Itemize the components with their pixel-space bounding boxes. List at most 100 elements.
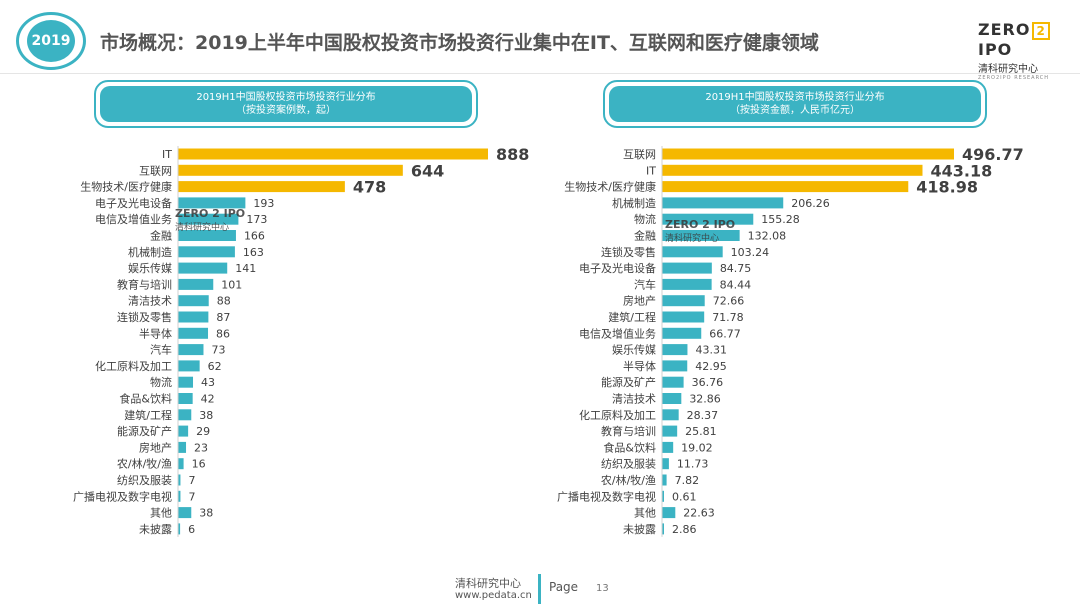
right-bar (662, 181, 909, 193)
left-bar (178, 393, 193, 404)
right-category-label: IT (646, 164, 656, 177)
right-bar (662, 164, 923, 176)
logo-right: IPO (978, 40, 1013, 59)
right-chart-title-box: 2019H1中国股权投资市场投资行业分布 （按投资金额，人民币亿元） (603, 80, 987, 128)
year-badge-label: 2019 (27, 20, 75, 62)
left-category-label: 电子及光电设备 (95, 196, 172, 210)
left-category-label: 物流 (150, 375, 172, 389)
right-bar (662, 376, 684, 388)
right-value-label: 206.26 (791, 197, 830, 210)
right-value-label: 132.08 (748, 230, 787, 243)
left-category-label: 机械制造 (128, 245, 172, 259)
left-bar (178, 148, 488, 160)
left-category-label: 生物技术/医疗健康 (80, 180, 172, 194)
right-bar (662, 393, 682, 404)
left-category-label: 娱乐传媒 (128, 261, 172, 275)
left-value-label: 888 (496, 145, 529, 164)
watermark-left-cn: 清科研究中心 (175, 223, 230, 233)
left-bar (178, 246, 235, 258)
right-category-label: 食品&饮料 (603, 440, 656, 454)
left-category-label: 房地产 (139, 440, 172, 454)
left-bar (178, 458, 184, 470)
watermark-right-cn: 清科研究中心 (665, 234, 720, 244)
left-category-label: 农/林/牧/渔 (117, 457, 172, 471)
right-category-label: 房地产 (623, 294, 656, 308)
left-chart-title-inner: 2019H1中国股权投资市场投资行业分布 （按投资案例数，起） (100, 86, 472, 122)
right-value-label: 72.66 (713, 295, 745, 308)
left-value-label: 42 (201, 393, 215, 406)
left-bar (178, 230, 236, 241)
right-bar (662, 278, 712, 290)
left-bar (178, 507, 192, 519)
left-bar (178, 523, 181, 535)
left-value-label: 62 (208, 360, 222, 373)
left-category-label: 广播电视及数字电视 (73, 489, 172, 503)
right-value-label: 2.86 (672, 523, 697, 536)
footer-page-number: 13 (596, 583, 609, 594)
right-value-label: 418.98 (916, 178, 978, 197)
left-value-label: 163 (243, 246, 264, 259)
left-category-label: 互联网 (139, 164, 172, 177)
right-bar (662, 148, 954, 160)
left-value-label: 23 (194, 441, 208, 454)
left-bar (178, 474, 181, 486)
right-value-label: 0.61 (672, 490, 697, 503)
left-value-label: 86 (216, 327, 230, 340)
footer-url[interactable]: www.pedata.cn (455, 590, 532, 601)
right-category-label: 金融 (634, 229, 656, 243)
left-category-label: 未披露 (139, 522, 172, 536)
left-category-label: IT (162, 148, 172, 161)
left-category-label: 半导体 (139, 326, 172, 340)
left-value-label: 29 (196, 425, 210, 438)
left-value-label: 101 (221, 278, 242, 291)
right-category-label: 连锁及零售 (601, 245, 656, 259)
right-bar (662, 213, 754, 225)
right-bar (662, 409, 679, 421)
right-value-label: 103.24 (731, 246, 770, 259)
left-category-label: 金融 (150, 229, 172, 243)
right-category-label: 机械制造 (612, 196, 656, 210)
left-bar (178, 181, 345, 193)
right-category-label: 清洁技术 (612, 393, 656, 406)
left-value-label: 73 (211, 344, 225, 357)
right-value-label: 42.95 (695, 360, 727, 373)
logo-wordmark: ZERO 2 IPO (978, 20, 1064, 59)
right-bar-chart: 互联网 496.77 IT 443.18 生物技术/医疗健康 418.98 机械制造 206.… (557, 145, 1024, 537)
right-category-label: 生物技术/医疗健康 (564, 180, 656, 194)
right-bar (662, 197, 784, 209)
right-bar (662, 344, 688, 356)
right-value-label: 36.76 (692, 376, 724, 389)
watermark-left-main: ZERO 2 IPO (175, 207, 246, 220)
right-category-label: 广播电视及数字电视 (557, 489, 656, 503)
left-bar (178, 409, 192, 421)
right-bar (662, 507, 676, 519)
left-bar-chart: IT 888 互联网 644 生物技术/医疗健康 478 电子及光电设备 193 电信及增值业务… (73, 145, 529, 537)
left-bar (178, 197, 246, 209)
footer-divider (538, 574, 541, 604)
left-value-label: 173 (246, 213, 267, 226)
left-category-label: 纺织及服装 (117, 473, 172, 487)
right-bar (662, 474, 667, 486)
left-bar (178, 213, 239, 225)
left-value-label: 7 (188, 474, 195, 487)
right-category-label: 电信及增值业务 (579, 326, 656, 340)
right-chart-subtitle: （按投资金额，人民币亿元） (730, 105, 860, 116)
right-category-label: 物流 (634, 212, 656, 226)
watermark-right-main: ZERO 2 IPO (665, 218, 736, 231)
watermark-left: ZERO 2 IPO 清科研究中心 (175, 207, 245, 233)
left-value-label: 7 (188, 490, 195, 503)
right-category-label: 化工原料及加工 (579, 408, 656, 422)
right-chart-title-inner: 2019H1中国股权投资市场投资行业分布 （按投资金额，人民币亿元） (609, 86, 981, 122)
right-category-label: 半导体 (623, 359, 656, 373)
right-category-label: 农/林/牧/渔 (601, 473, 656, 487)
watermark-right: ZERO 2 IPO 清科研究中心 (665, 218, 735, 244)
left-value-label: 141 (235, 262, 256, 275)
left-value-label: 38 (199, 409, 213, 422)
right-category-label: 娱乐传媒 (612, 343, 656, 357)
left-bar (178, 311, 209, 323)
left-bar (178, 295, 209, 307)
right-category-label: 纺织及服装 (601, 457, 656, 471)
logo-en: ZERO2IPO RESEARCH (978, 75, 1050, 81)
right-value-label: 71.78 (712, 311, 744, 324)
left-value-label: 43 (201, 376, 215, 389)
